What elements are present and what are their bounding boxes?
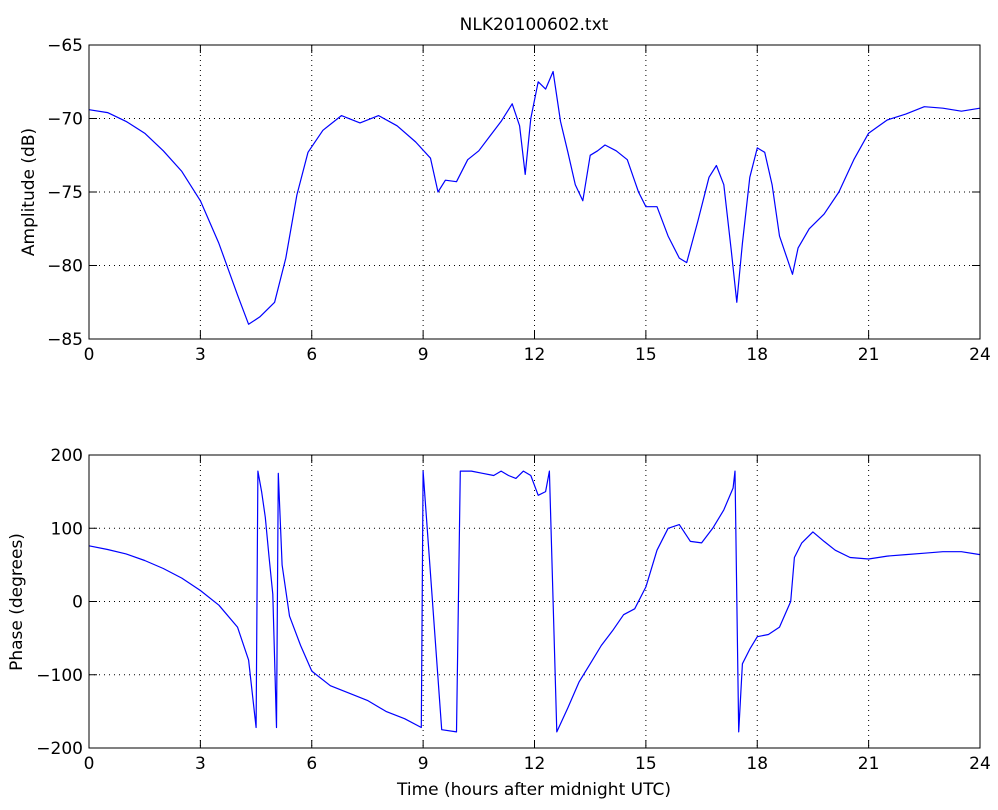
amplitude-x-tick-label: 9 [418, 345, 429, 365]
amplitude-x-tick-label: 3 [195, 345, 206, 365]
amplitude-x-tick-label: 18 [746, 345, 768, 365]
amplitude-y-tick-label: −70 [47, 110, 83, 130]
amplitude-y-axis-label: Amplitude (dB) [19, 128, 39, 256]
amplitude-grid [89, 45, 980, 339]
phase-x-tick-label: 15 [635, 754, 657, 774]
phase-x-tick-label: 0 [84, 754, 95, 774]
phase-x-tick-label: 21 [858, 754, 880, 774]
amplitude-x-tick-label: 24 [969, 345, 991, 365]
phase-x-tick-label: 12 [524, 754, 546, 774]
amplitude-x-tick-label: 6 [306, 345, 317, 365]
amplitude-y-tick-label: −65 [47, 36, 83, 56]
phase-y-axis-label: Phase (degrees) [7, 533, 27, 671]
amplitude-y-tick-label: −75 [47, 183, 83, 203]
amplitude-line-layer [88, 70, 981, 325]
phase-x-tick-label: 3 [195, 754, 206, 774]
amplitude-y-tick-label: −85 [47, 330, 83, 350]
amplitude-series-line [88, 70, 981, 325]
amplitude-ticks: 0 3 6 9 12 15 18 21 24 −85 −80 −75 −70 −65 [47, 36, 991, 365]
chart-title: NLK20100602.txt [460, 15, 609, 35]
phase-y-tick-label: 200 [51, 446, 83, 466]
phase-y-tick-label: 0 [72, 593, 83, 613]
phase-x-tick-label: 6 [306, 754, 317, 774]
phase-grid [89, 455, 980, 748]
phase-x-tick-label: 9 [418, 754, 429, 774]
phase-ticks: 0 3 6 9 12 15 18 21 24 −200 −100 0 100 200 [36, 446, 991, 774]
amplitude-x-tick-label: 0 [84, 345, 95, 365]
amplitude-x-tick-label: 12 [524, 345, 546, 365]
amplitude-panel: 0 3 6 9 12 15 18 21 24 −85 −80 −75 −70 −65 NLK2010060… [19, 15, 991, 365]
phase-series-line [88, 470, 981, 733]
amplitude-x-tick-label: 15 [635, 345, 657, 365]
phase-x-tick-label: 24 [969, 754, 991, 774]
amplitude-y-tick-label: −80 [47, 257, 83, 277]
phase-x-tick-label: 18 [746, 754, 768, 774]
phase-y-tick-label: 100 [51, 519, 83, 539]
phase-x-axis-label: Time (hours after midnight UTC) [396, 780, 671, 800]
amplitude-x-tick-label: 21 [858, 345, 880, 365]
phase-y-tick-label: −200 [36, 739, 83, 759]
phase-panel: 0 3 6 9 12 15 18 21 24 −200 −100 0 100 200 Phase (deg… [7, 446, 991, 800]
phase-y-tick-label: −100 [36, 666, 83, 686]
phase-line-layer [88, 470, 981, 733]
